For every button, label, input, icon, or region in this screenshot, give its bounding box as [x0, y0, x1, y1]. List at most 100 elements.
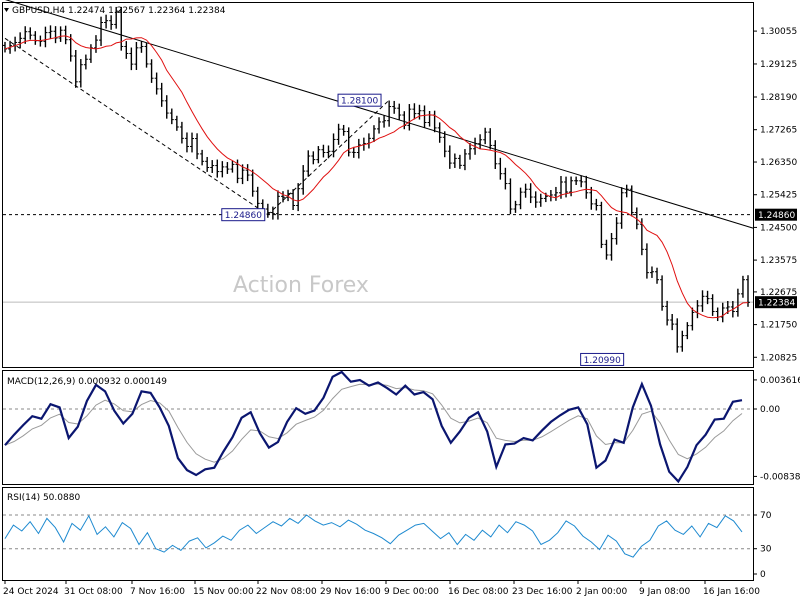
ohlc-bar[interactable]: [518, 187, 523, 210]
ohlc-bar[interactable]: [280, 191, 285, 203]
ohlc-bar[interactable]: [599, 201, 604, 249]
ohlc-bar[interactable]: [200, 149, 205, 166]
ohlc-bar[interactable]: [513, 200, 518, 213]
ohlc-bar[interactable]: [265, 203, 270, 218]
ohlc-bar[interactable]: [685, 322, 690, 340]
ohlc-bar[interactable]: [735, 288, 740, 317]
ohlc-bar[interactable]: [639, 218, 644, 256]
ohlc-bar[interactable]: [73, 49, 78, 88]
ohlc-bar[interactable]: [255, 186, 260, 208]
ohlc-bar[interactable]: [392, 100, 397, 114]
ohlc-bar[interactable]: [220, 161, 225, 178]
ohlc-bar[interactable]: [154, 72, 159, 95]
ohlc-bar[interactable]: [104, 14, 109, 29]
ohlc-bar[interactable]: [240, 164, 245, 185]
ohlc-bar[interactable]: [159, 82, 164, 107]
ohlc-bar[interactable]: [553, 186, 558, 201]
ohlc-bar[interactable]: [655, 267, 660, 284]
ohlc-bar[interactable]: [412, 103, 417, 120]
ohlc-bar[interactable]: [710, 294, 715, 316]
ohlc-bar[interactable]: [649, 266, 654, 278]
ohlc-bar[interactable]: [690, 307, 695, 331]
ohlc-bar[interactable]: [18, 32, 23, 49]
ohlc-bar[interactable]: [301, 165, 306, 195]
ohlc-bar[interactable]: [644, 243, 649, 279]
ohlc-bar[interactable]: [48, 25, 53, 39]
ohlc-bar[interactable]: [93, 35, 98, 53]
ohlc-bar[interactable]: [250, 169, 255, 197]
ohlc-bar[interactable]: [579, 175, 584, 188]
ohlc-bar[interactable]: [28, 27, 33, 40]
ohlc-bar[interactable]: [149, 59, 154, 83]
ohlc-bar[interactable]: [164, 95, 169, 119]
ohlc-bar[interactable]: [397, 103, 402, 120]
ohlc-bar[interactable]: [720, 302, 725, 323]
ohlc-bar[interactable]: [215, 159, 220, 178]
ohlc-bar[interactable]: [574, 176, 579, 185]
ohlc-bar[interactable]: [78, 59, 83, 88]
ohlc-bar[interactable]: [275, 190, 280, 220]
ohlc-bar[interactable]: [205, 156, 210, 172]
ohlc-bar[interactable]: [316, 146, 321, 164]
ohlc-bar[interactable]: [533, 191, 538, 208]
ohlc-bar[interactable]: [270, 206, 275, 220]
ohlc-bar[interactable]: [336, 123, 341, 145]
ohlc-bar[interactable]: [503, 167, 508, 190]
ohlc-bar[interactable]: [195, 133, 200, 160]
ohlc-bar[interactable]: [675, 318, 680, 353]
ohlc-bar[interactable]: [306, 150, 311, 177]
ohlc-bar[interactable]: [190, 132, 195, 153]
ohlc-bar[interactable]: [321, 144, 326, 158]
macd-panel[interactable]: [2, 370, 754, 485]
ohlc-bar[interactable]: [346, 127, 351, 157]
ohlc-bar[interactable]: [483, 127, 488, 145]
ohlc-bar[interactable]: [58, 26, 63, 42]
ohlc-bar[interactable]: [670, 313, 675, 331]
ohlc-bar[interactable]: [462, 149, 467, 171]
ohlc-bar[interactable]: [589, 186, 594, 210]
ohlc-bar[interactable]: [286, 189, 291, 202]
ohlc-bar[interactable]: [629, 185, 634, 217]
ohlc-bar[interactable]: [134, 41, 139, 70]
ohlc-bar[interactable]: [508, 178, 513, 215]
ohlc-bar[interactable]: [624, 184, 629, 198]
ohlc-bar[interactable]: [99, 16, 104, 46]
ohlc-bar[interactable]: [326, 145, 331, 159]
ohlc-bar[interactable]: [174, 115, 179, 131]
ohlc-bar[interactable]: [179, 121, 184, 144]
ohlc-bar[interactable]: [493, 140, 498, 170]
ohlc-bar[interactable]: [124, 41, 129, 59]
ohlc-bar[interactable]: [119, 6, 124, 51]
ohlc-bar[interactable]: [407, 104, 412, 131]
ohlc-bar[interactable]: [371, 125, 376, 143]
ohlc-bar[interactable]: [63, 25, 68, 45]
ohlc-bar[interactable]: [447, 145, 452, 169]
ohlc-bar[interactable]: [210, 160, 215, 173]
ohlc-bar[interactable]: [245, 164, 250, 182]
ohlc-bar[interactable]: [609, 232, 614, 261]
rsi-panel[interactable]: [2, 487, 754, 581]
ohlc-bar[interactable]: [700, 290, 705, 312]
ohlc-bar[interactable]: [43, 26, 48, 48]
ohlc-bar[interactable]: [68, 34, 73, 62]
ohlc-bar[interactable]: [144, 42, 149, 68]
ohlc-bar[interactable]: [523, 183, 528, 198]
ohlc-bar[interactable]: [584, 175, 589, 199]
ohlc-bar[interactable]: [680, 330, 685, 352]
ohlc-bar[interactable]: [331, 133, 336, 158]
ohlc-bar[interactable]: [351, 146, 356, 158]
ohlc-bar[interactable]: [225, 162, 230, 174]
ohlc-bar[interactable]: [230, 160, 235, 173]
ohlc-bar[interactable]: [619, 187, 624, 229]
ohlc-bar[interactable]: [129, 47, 134, 71]
ohlc-bar[interactable]: [594, 198, 599, 211]
ohlc-bar[interactable]: [296, 183, 301, 212]
ohlc-bar[interactable]: [387, 100, 392, 127]
ohlc-bar[interactable]: [468, 143, 473, 160]
ohlc-bar[interactable]: [498, 157, 503, 180]
ohlc-bar[interactable]: [488, 128, 493, 150]
ohlc-bar[interactable]: [740, 275, 745, 298]
ohlc-bar[interactable]: [452, 153, 457, 168]
ohlc-bar[interactable]: [311, 151, 316, 165]
